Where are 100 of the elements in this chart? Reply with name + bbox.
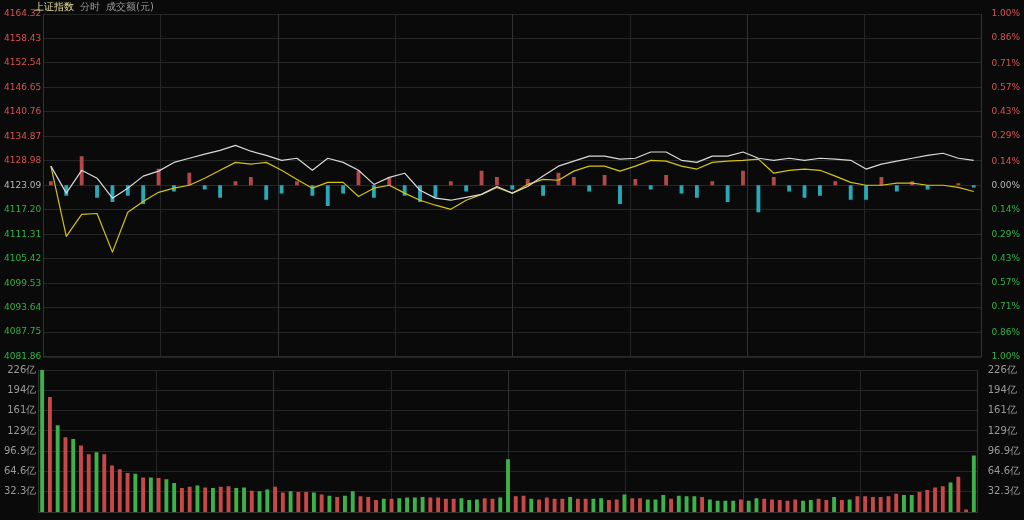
bar bbox=[645, 499, 650, 512]
y2-tick-label: 0.57% bbox=[991, 82, 1021, 92]
bar bbox=[48, 181, 53, 186]
y2-tick-label: 0.00% bbox=[991, 179, 1021, 190]
bar bbox=[894, 185, 899, 192]
bar bbox=[443, 498, 448, 512]
bar bbox=[55, 425, 60, 512]
bar bbox=[725, 185, 730, 202]
bar bbox=[818, 185, 822, 196]
bar bbox=[909, 495, 914, 512]
bar bbox=[412, 497, 417, 512]
bar bbox=[433, 185, 438, 198]
bar bbox=[816, 498, 821, 512]
bar bbox=[575, 498, 580, 512]
bar bbox=[715, 500, 720, 512]
bar bbox=[664, 174, 669, 186]
y2-tick-label: 1.00% bbox=[991, 350, 1021, 361]
bar bbox=[894, 493, 899, 512]
bar bbox=[464, 185, 469, 192]
bar bbox=[762, 498, 767, 512]
bar bbox=[448, 181, 453, 186]
bar bbox=[902, 495, 906, 512]
bar bbox=[694, 185, 699, 198]
bar bbox=[381, 498, 386, 512]
bar bbox=[195, 485, 200, 512]
bar bbox=[723, 500, 728, 512]
y2-tick-label: 161亿 bbox=[987, 404, 1017, 416]
bar bbox=[218, 486, 223, 512]
y-tick-label: 226亿 bbox=[7, 363, 37, 375]
text: 分时 bbox=[80, 1, 100, 12]
bar bbox=[956, 183, 961, 186]
bar bbox=[971, 455, 976, 512]
bar bbox=[692, 496, 697, 512]
bar bbox=[148, 477, 153, 512]
bar bbox=[117, 469, 122, 512]
bar bbox=[878, 496, 883, 512]
bar bbox=[591, 498, 596, 512]
bar bbox=[498, 497, 503, 512]
bar bbox=[568, 496, 573, 512]
bar bbox=[187, 486, 192, 512]
y-tick-label: 4081.86 bbox=[4, 350, 42, 361]
bar bbox=[202, 185, 207, 190]
y-tick-label: 194亿 bbox=[7, 383, 37, 395]
bar bbox=[374, 500, 378, 512]
bar bbox=[925, 490, 930, 512]
bar bbox=[741, 170, 745, 186]
bar bbox=[770, 499, 774, 512]
bar bbox=[248, 176, 253, 186]
bar bbox=[506, 459, 510, 512]
bar bbox=[467, 500, 472, 512]
bar bbox=[808, 500, 813, 512]
bar bbox=[710, 181, 715, 186]
y-tick-label: 4140.76 bbox=[4, 106, 42, 117]
bar bbox=[648, 185, 653, 190]
y-tick-label: 161亿 bbox=[7, 404, 37, 416]
bar bbox=[870, 496, 875, 512]
bar bbox=[288, 491, 293, 512]
bar bbox=[964, 509, 969, 512]
bar bbox=[95, 185, 99, 198]
bar bbox=[956, 476, 961, 512]
y2-tick-label: 1.00% bbox=[991, 8, 1021, 19]
bar bbox=[327, 495, 332, 512]
bar bbox=[47, 397, 52, 512]
bar bbox=[630, 498, 635, 512]
bar bbox=[279, 185, 284, 194]
bar bbox=[571, 176, 576, 186]
y-tick-label: 96.9亿 bbox=[4, 444, 37, 456]
text: 成交额(元) bbox=[106, 1, 154, 12]
bar bbox=[633, 179, 638, 186]
y2-tick-label: 0.14% bbox=[991, 203, 1021, 214]
bar bbox=[234, 488, 239, 512]
bar bbox=[71, 439, 76, 512]
bar bbox=[948, 482, 953, 512]
y-tick-label: 4105.42 bbox=[4, 253, 42, 264]
bar bbox=[669, 498, 673, 512]
bar bbox=[325, 185, 330, 207]
bar bbox=[304, 491, 309, 512]
bar bbox=[793, 499, 798, 512]
bar bbox=[618, 185, 622, 204]
bar bbox=[606, 500, 611, 512]
bar bbox=[405, 497, 410, 512]
bar bbox=[343, 495, 347, 512]
bar bbox=[738, 499, 743, 512]
bar bbox=[940, 486, 945, 512]
y-tick-label: 4146.65 bbox=[4, 81, 42, 92]
chart-title: 上证指数 bbox=[34, 1, 74, 12]
y-tick-label: 4123.09 bbox=[4, 179, 42, 190]
bar bbox=[203, 487, 208, 512]
y-tick-label: 4087.75 bbox=[4, 326, 42, 337]
bar bbox=[164, 479, 169, 512]
bar bbox=[583, 498, 588, 512]
bar bbox=[428, 497, 433, 512]
bar bbox=[86, 454, 91, 512]
y2-tick-label: 64.6亿 bbox=[987, 465, 1020, 476]
y2-tick-label: 0.29% bbox=[991, 229, 1021, 240]
bar bbox=[133, 473, 138, 512]
bar bbox=[110, 465, 114, 512]
y-tick-label: 64.6亿 bbox=[4, 465, 37, 476]
y2-tick-label: 194亿 bbox=[987, 383, 1017, 395]
bar bbox=[847, 499, 852, 512]
